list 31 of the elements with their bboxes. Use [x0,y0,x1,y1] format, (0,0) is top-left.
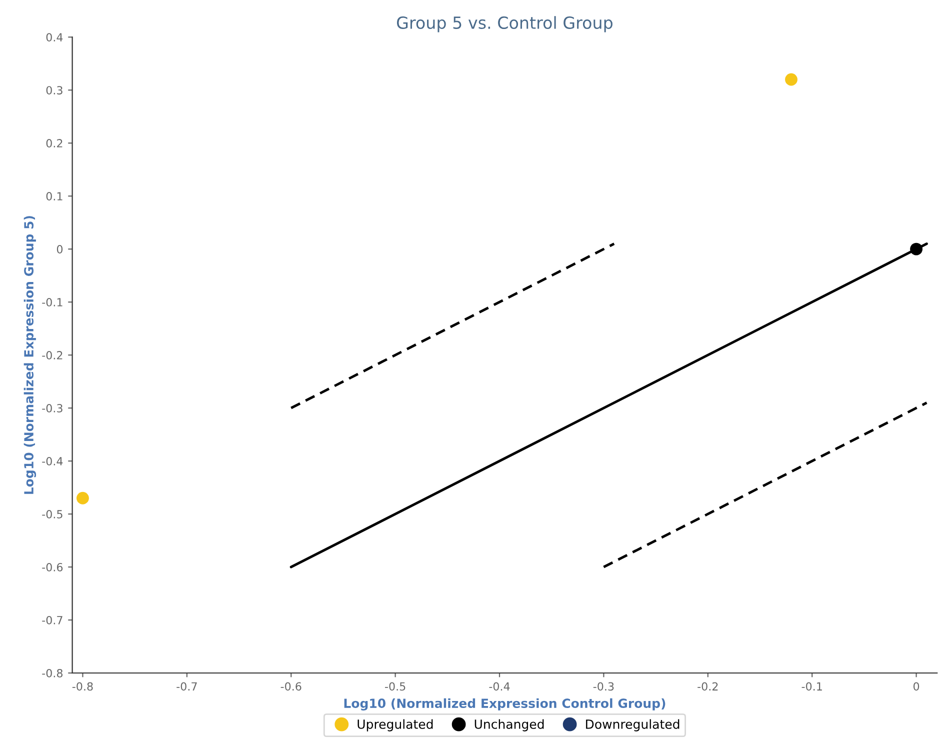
y-tick-label: 0.3 [46,86,62,94]
y-tick-label: -0.2 [42,351,62,360]
x-tick-label: -0.5 [385,682,406,691]
y-tick-label: -0.6 [42,562,63,572]
x-tick-label: -0.1 [802,682,822,691]
y-tick-label: -0.4 [42,457,63,466]
x-tick-label: -0.4 [489,682,510,691]
y-tick-label: 0 [56,245,63,254]
x-tick-label: -0.6 [280,682,302,691]
x-tick-label: -0.2 [698,682,718,691]
point [76,492,89,504]
legend-label: Unchanged [474,719,544,732]
point [910,242,922,256]
chart-title: Group 5 vs. Control Group [396,16,612,32]
legend-label: Upregulated [358,719,433,732]
x-tick-label: 0 [913,682,920,691]
y-tick-label: -0.7 [42,616,62,624]
x-tick-label: -0.3 [593,682,614,691]
y-tick-label: -0.8 [42,668,63,678]
y-tick-label: -0.1 [42,298,62,306]
x-tick-label: -0.7 [176,682,197,691]
y-tick-label: 0.1 [46,192,62,200]
point [785,73,798,86]
y-tick-label: 0.2 [46,139,62,148]
y-axis-title: Log10 (Normalized Expression Group 5) [24,216,36,494]
x-axis-title: Log10 (Normalized Expression Control Group) [344,698,666,711]
legend-label: Downregulated [586,719,680,732]
x-tick-label: -0.8 [72,682,93,691]
y-tick-label: -0.5 [42,510,62,518]
y-tick-label: -0.3 [42,404,62,412]
y-tick-label: 0.4 [46,33,63,42]
